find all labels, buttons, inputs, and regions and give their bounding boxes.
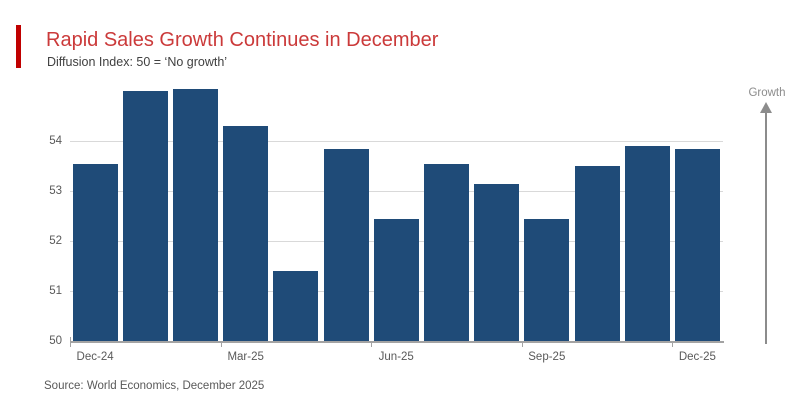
x-axis-tick-label: Dec-24 bbox=[76, 351, 114, 363]
bar bbox=[524, 218, 570, 341]
bar bbox=[72, 163, 118, 341]
x-axis-tick bbox=[521, 343, 523, 347]
x-axis-line bbox=[70, 341, 724, 343]
x-axis-tick-label: Sep-25 bbox=[528, 351, 566, 363]
bar bbox=[122, 91, 168, 341]
y-axis-tick-label: 53 bbox=[49, 185, 62, 197]
x-axis-tick bbox=[371, 343, 373, 347]
y-axis-tick-label: 52 bbox=[49, 235, 62, 247]
chart-title: Rapid Sales Growth Continues in December bbox=[46, 29, 439, 51]
title-accent-bar bbox=[16, 25, 21, 68]
bar bbox=[172, 88, 218, 341]
gridline bbox=[70, 141, 723, 142]
x-axis-tick-label: Mar-25 bbox=[227, 351, 264, 363]
bar bbox=[574, 166, 620, 341]
bar bbox=[423, 163, 469, 341]
y-axis-tick-label: 54 bbox=[49, 135, 62, 147]
bar bbox=[323, 148, 369, 341]
growth-arrow-up-icon bbox=[760, 102, 772, 113]
source-note: Source: World Economics, December 2025 bbox=[44, 380, 265, 392]
bar bbox=[474, 183, 520, 341]
y-axis-tick-label: 50 bbox=[49, 335, 62, 347]
growth-axis-label: Growth bbox=[748, 87, 786, 99]
bar bbox=[624, 146, 670, 341]
growth-arrow-line bbox=[765, 112, 767, 344]
x-axis-tick-label: Dec-25 bbox=[678, 351, 716, 363]
x-axis-tick bbox=[70, 343, 71, 347]
chart-subtitle: Diffusion Index: 50 = ‘No growth’ bbox=[47, 55, 228, 69]
x-axis-tick bbox=[220, 343, 222, 347]
y-axis-tick-label: 51 bbox=[49, 285, 62, 297]
gridline bbox=[70, 191, 723, 192]
x-axis-tick bbox=[672, 343, 674, 347]
bar bbox=[674, 148, 720, 341]
x-axis-start-cap bbox=[70, 337, 71, 341]
bar bbox=[223, 126, 269, 341]
bar bbox=[373, 218, 419, 341]
x-axis-tick-label: Jun-25 bbox=[378, 351, 414, 363]
bar bbox=[273, 271, 319, 341]
